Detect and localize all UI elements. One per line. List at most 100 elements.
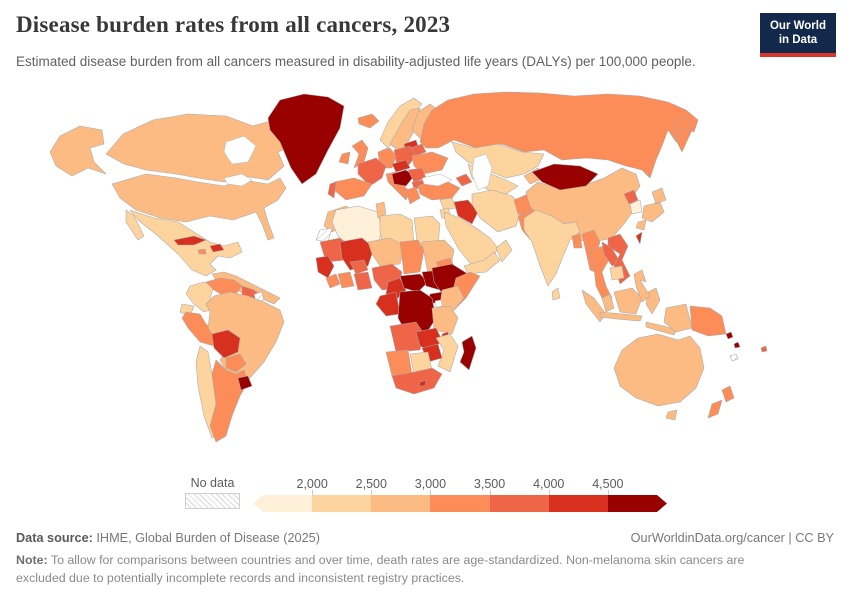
legend-bin-1[interactable] [312, 495, 372, 512]
country-australia[interactable] [613, 333, 705, 407]
lake-caspian-sea [471, 153, 493, 191]
world-map-svg [49, 91, 768, 443]
legend-bin-4[interactable] [489, 495, 549, 512]
region-gabon-congo[interactable] [375, 291, 401, 317]
country-bolivia[interactable] [211, 329, 241, 359]
legend-bin-6[interactable] [608, 495, 667, 512]
country-papua-new-guinea[interactable] [689, 305, 727, 337]
country-tanzania[interactable] [431, 305, 459, 335]
country-usa[interactable] [111, 173, 287, 241]
country-kazakhstan[interactable] [451, 141, 545, 179]
footer-source-row: Data source: IHME, Global Burden of Dise… [16, 531, 834, 545]
country-portugal[interactable] [327, 181, 337, 199]
country-france[interactable] [357, 157, 387, 187]
country-iraq[interactable] [453, 199, 479, 225]
country-cuba[interactable] [173, 235, 207, 246]
country-uruguay[interactable] [237, 375, 253, 391]
country-cote-divoire[interactable] [337, 271, 355, 289]
country-jamaica[interactable] [197, 248, 207, 255]
country-iceland[interactable] [357, 113, 380, 129]
country-vietnam[interactable] [607, 233, 631, 285]
region-ghana-togo-benin[interactable] [353, 271, 373, 291]
legend: No data 2,000 2,500 3,000 3,500 4,000 4,… [0, 476, 850, 518]
country-solomon-islands[interactable] [725, 331, 741, 349]
country-mali[interactable] [339, 237, 375, 271]
owid-logo-line2: in Data [778, 34, 818, 47]
region-senegal-guinea[interactable] [315, 255, 335, 279]
country-bangladesh[interactable] [571, 233, 583, 249]
island-java[interactable] [599, 311, 643, 322]
country-mozambique[interactable] [435, 333, 459, 373]
page-title: Disease burden rates from all cancers, 2… [16, 12, 451, 37]
footer-note: Note: To allow for comparisons between c… [16, 553, 745, 585]
country-india[interactable] [523, 209, 581, 287]
owid-logo-line1: Our World [769, 20, 826, 32]
region-hungary-balkans[interactable] [391, 169, 415, 187]
legend-bin-3[interactable] [430, 495, 490, 512]
country-madagascar[interactable] [459, 335, 477, 371]
island-sulawesi[interactable] [645, 287, 661, 315]
lake-black-sea [421, 173, 453, 187]
country-sri-lanka[interactable] [551, 287, 561, 301]
legend-tick [312, 490, 314, 495]
data-source-label: Data source: [16, 531, 93, 545]
no-data-label: No data [190, 476, 235, 490]
legend-tick [371, 490, 373, 495]
region-czech-slovakia[interactable] [391, 159, 411, 173]
country-south-africa[interactable] [391, 367, 443, 395]
country-greenland[interactable] [267, 93, 345, 185]
country-canada[interactable] [105, 113, 297, 183]
legend-gradient-bar [253, 495, 667, 512]
legend-tick [607, 490, 609, 495]
legend-bin-0[interactable] [253, 495, 313, 512]
country-central-african-republic[interactable] [399, 273, 429, 293]
country-hispaniola[interactable] [209, 243, 225, 253]
legend-tick-label: 4,500 [592, 477, 624, 491]
country-poland[interactable] [393, 145, 417, 167]
country-tunisia[interactable] [375, 201, 387, 219]
country-fiji[interactable] [760, 345, 768, 353]
region-sierra-leone-liberia[interactable] [325, 273, 341, 289]
country-argentina[interactable] [209, 359, 249, 443]
country-mexico-baja[interactable] [125, 209, 145, 241]
country-malaysia[interactable] [601, 293, 615, 313]
owid-logo[interactable]: Our World in Data [760, 13, 836, 57]
country-japan[interactable] [635, 187, 667, 231]
region-caucasus[interactable] [455, 173, 473, 187]
no-data-swatch[interactable] [185, 493, 240, 509]
country-chad[interactable] [399, 239, 425, 275]
legend-bin-5[interactable] [548, 495, 608, 512]
country-cambodia[interactable] [609, 265, 625, 281]
island-tasmania[interactable] [665, 409, 678, 421]
legend-no-data: No data [185, 476, 240, 509]
country-niger[interactable] [367, 237, 405, 267]
country-namibia[interactable] [385, 349, 413, 377]
country-burkina-faso[interactable] [349, 259, 369, 275]
country-alaska[interactable] [49, 125, 107, 177]
island-west-new-guinea[interactable] [663, 303, 693, 333]
country-oman[interactable] [495, 239, 513, 263]
country-paraguay[interactable] [225, 353, 247, 373]
island-lesser-sunda[interactable] [645, 321, 677, 336]
country-new-caledonia[interactable] [729, 353, 739, 362]
country-new-zealand[interactable] [707, 385, 735, 419]
country-ireland[interactable] [338, 151, 351, 165]
footer-link[interactable]: OurWorldinData.org/cancer | CC BY [630, 531, 834, 545]
lake-victoria [434, 299, 443, 308]
country-taiwan[interactable] [635, 231, 643, 245]
country-mongolia[interactable] [531, 163, 599, 191]
country-russia[interactable] [419, 91, 699, 179]
country-greece[interactable] [405, 186, 421, 205]
country-south-korea[interactable] [629, 199, 643, 215]
legend-bin-2[interactable] [371, 495, 431, 512]
country-philippines[interactable] [633, 269, 651, 303]
country-venezuela[interactable] [205, 277, 243, 297]
country-lesotho[interactable] [418, 379, 427, 387]
country-north-korea[interactable] [623, 189, 639, 205]
legend-tick-label: 2,000 [296, 477, 328, 491]
country-iran[interactable] [471, 189, 523, 233]
island-borneo[interactable] [613, 287, 643, 315]
data-source-text: Data source: IHME, Global Burden of Dise… [16, 531, 320, 545]
legend-tick-label: 4,000 [533, 477, 565, 491]
note-label: Note: [16, 553, 48, 567]
